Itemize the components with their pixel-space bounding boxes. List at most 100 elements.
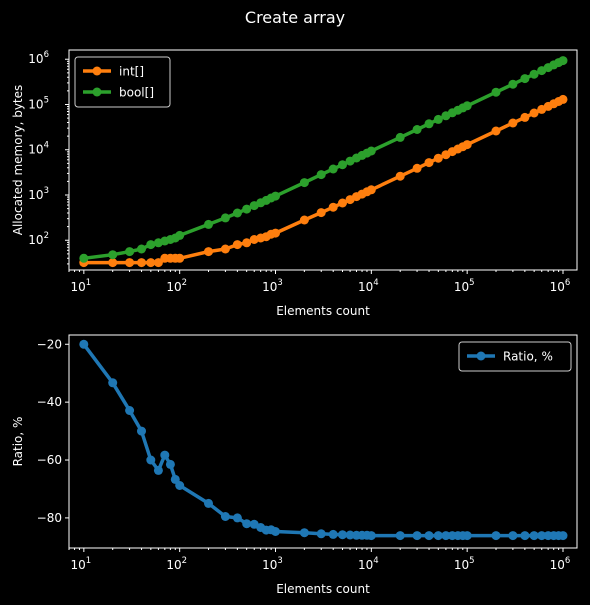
data-point xyxy=(338,160,347,170)
data-point xyxy=(242,238,252,248)
data-point xyxy=(424,158,434,168)
data-point xyxy=(520,112,530,122)
data-point xyxy=(108,258,118,268)
data-point xyxy=(412,531,422,541)
data-point xyxy=(366,531,376,541)
data-point xyxy=(462,531,472,541)
x-tick-exponent: 5 xyxy=(469,556,474,566)
y-tick-label: −60 xyxy=(37,453,62,467)
ratio-chart: 101 102 103 104 105 106 −20 −40 −60 −80 Elements c… xyxy=(11,334,578,596)
data-point xyxy=(232,208,242,218)
data-point xyxy=(204,247,213,257)
legend-box xyxy=(458,341,572,372)
x-tick-exponent: 1 xyxy=(86,278,91,288)
data-point xyxy=(338,198,347,208)
y-tick-exponent: 6 xyxy=(44,50,49,60)
data-point xyxy=(328,202,338,212)
y-tick-exponent: 4 xyxy=(44,141,49,151)
x-tick-exponent: 2 xyxy=(182,556,187,566)
data-point xyxy=(338,530,347,540)
x-tick-label: 106 xyxy=(550,556,571,572)
data-point xyxy=(529,108,539,118)
data-point xyxy=(433,153,443,163)
x-tick-label: 101 xyxy=(70,556,91,572)
data-point xyxy=(508,531,518,541)
data-point xyxy=(271,191,280,201)
x-tick-exponent: 4 xyxy=(373,278,378,288)
y-tick-label: 102 xyxy=(28,231,49,247)
data-point xyxy=(79,253,89,263)
data-point xyxy=(299,215,309,225)
data-point xyxy=(316,208,326,218)
x-tick-label: 105 xyxy=(454,556,475,572)
y-tick-exponent: 3 xyxy=(44,186,49,196)
series-line-0-0 xyxy=(83,97,564,265)
data-point xyxy=(395,531,405,541)
x-tick-label: 104 xyxy=(358,556,379,572)
y-tick-label: −40 xyxy=(37,395,62,409)
data-point xyxy=(491,531,501,541)
x-axis-label: Elements count xyxy=(276,304,370,318)
y-axis-label: Ratio, % xyxy=(11,417,25,467)
data-point xyxy=(146,258,156,268)
data-point xyxy=(491,126,501,136)
y-tick-label: −20 xyxy=(37,337,62,351)
x-tick-exponent: 1 xyxy=(86,556,91,566)
x-tick-label: 103 xyxy=(262,278,283,294)
x-tick-exponent: 5 xyxy=(469,278,474,288)
legend-swatch-marker xyxy=(476,351,486,361)
data-point xyxy=(412,125,422,134)
data-point xyxy=(175,253,185,263)
data-point xyxy=(165,459,175,469)
data-point xyxy=(299,528,309,538)
data-point xyxy=(433,114,443,124)
data-point xyxy=(508,118,518,128)
y-tick-label: 106 xyxy=(28,50,49,66)
data-point xyxy=(271,527,280,536)
data-point xyxy=(345,530,355,540)
data-point xyxy=(242,519,252,529)
data-point xyxy=(462,140,472,150)
data-point xyxy=(424,119,434,129)
data-point xyxy=(175,481,185,490)
data-point xyxy=(395,132,405,142)
data-point xyxy=(125,258,135,268)
legend-label: Ratio, % xyxy=(503,350,553,364)
data-point xyxy=(242,204,252,214)
data-point xyxy=(537,531,547,541)
legend-label: bool[] xyxy=(119,86,154,100)
data-point xyxy=(125,247,135,257)
x-tick-exponent: 6 xyxy=(565,278,570,288)
data-point xyxy=(529,531,539,541)
x-tick-label: 104 xyxy=(358,278,379,294)
data-point xyxy=(328,164,338,174)
data-point xyxy=(316,170,326,180)
data-point xyxy=(125,406,135,415)
data-point xyxy=(424,531,434,541)
data-point xyxy=(462,101,472,111)
data-point xyxy=(520,74,530,84)
data-point xyxy=(508,79,518,89)
data-point xyxy=(491,87,501,97)
x-tick-label: 105 xyxy=(454,278,475,294)
x-tick-label: 101 xyxy=(70,278,91,294)
data-point xyxy=(558,56,568,66)
data-point xyxy=(395,171,405,181)
y-axis-label: Allocated memory, bytes xyxy=(11,85,25,236)
y-tick-exponent: 5 xyxy=(44,95,49,105)
data-point xyxy=(137,426,146,436)
data-point xyxy=(146,455,156,465)
x-tick-exponent: 3 xyxy=(277,556,282,566)
data-point xyxy=(271,228,280,238)
y-tick-exponent: 2 xyxy=(44,231,49,241)
data-point xyxy=(220,213,230,223)
x-tick-exponent: 2 xyxy=(182,278,187,288)
data-point xyxy=(366,185,376,195)
x-tick-label: 102 xyxy=(166,278,187,294)
data-point xyxy=(108,378,118,388)
data-point xyxy=(529,69,539,79)
data-point xyxy=(108,250,118,260)
memory-chart: 101 102 103 104 105 106 102 103 104 105 106 Element… xyxy=(11,49,578,318)
data-point xyxy=(220,244,230,254)
